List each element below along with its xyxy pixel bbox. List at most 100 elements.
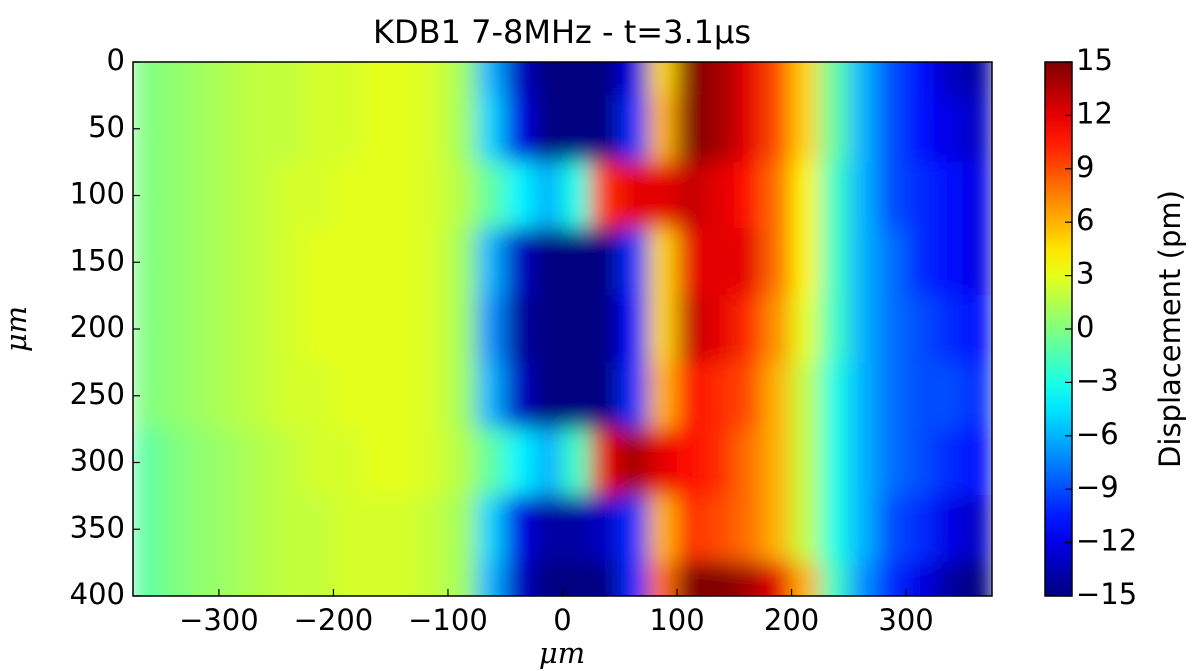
- heatmap-cell: [418, 94, 449, 163]
- heatmap-cell: [590, 228, 621, 297]
- heatmap-cell: [733, 94, 764, 163]
- heatmap-cell: [304, 62, 334, 96]
- heatmap-cell: [733, 361, 764, 430]
- heatmap-cell: [361, 295, 392, 363]
- heatmap-cell: [476, 295, 506, 363]
- heatmap-cell: [962, 495, 992, 564]
- heatmap-cell: [533, 295, 563, 363]
- heatmap-cell: [390, 94, 420, 163]
- heatmap-cell: [304, 295, 334, 363]
- heatmap-cell: [619, 295, 649, 363]
- heatmap-cell: [791, 228, 821, 297]
- heatmap-cell: [962, 228, 992, 297]
- heatmap-cell: [332, 428, 363, 497]
- heatmap-cell: [962, 62, 992, 96]
- heatmap-cell: [762, 228, 793, 297]
- heatmap-cell: [733, 228, 764, 297]
- heatmap-cell: [934, 361, 964, 430]
- heatmap-cell: [819, 495, 850, 564]
- heatmap-cell: [504, 562, 535, 596]
- heatmap-cell: [733, 161, 764, 230]
- heatmap-cell: [791, 62, 821, 96]
- heatmap-cell: [418, 295, 449, 363]
- heatmap-cell: [447, 361, 478, 430]
- heatmap-cells: [133, 62, 992, 596]
- heatmap-cell: [189, 361, 220, 430]
- heatmap-cell: [905, 361, 936, 430]
- heatmap-cell: [676, 562, 707, 596]
- heatmap-cell: [447, 62, 478, 96]
- heatmap-cell: [848, 495, 878, 564]
- heatmap-cell: [848, 361, 878, 430]
- heatmap-cell: [876, 94, 907, 163]
- heatmap-cell: [218, 161, 249, 230]
- heatmap-cell: [876, 428, 907, 497]
- heatmap-cell: [361, 428, 392, 497]
- heatmap-cell: [247, 228, 277, 297]
- heatmap-cell: [676, 495, 707, 564]
- heatmap-cell: [705, 361, 735, 430]
- heatmap-cell: [447, 94, 478, 163]
- heatmap-cell: [762, 94, 793, 163]
- heatmap-cell: [533, 361, 563, 430]
- heatmap-cell: [647, 94, 678, 163]
- heatmap-cell: [304, 228, 334, 297]
- heatmap-cell: [476, 495, 506, 564]
- heatmap-cell: [189, 495, 220, 564]
- heatmap-cell: [247, 295, 277, 363]
- heatmap-cell: [390, 161, 420, 230]
- heatmap-cell: [189, 161, 220, 230]
- heatmap-cell: [447, 495, 478, 564]
- y-tick-label: 250: [70, 377, 125, 411]
- heatmap-cell: [647, 295, 678, 363]
- heatmap-cell: [476, 361, 506, 430]
- heatmap-cell: [361, 228, 392, 297]
- heatmap-cell: [819, 94, 850, 163]
- heatmap-cell: [819, 228, 850, 297]
- heatmap-cell: [161, 161, 191, 230]
- heatmap-cell: [504, 62, 535, 96]
- heatmap-cell: [447, 228, 478, 297]
- heatmap-cell: [962, 428, 992, 497]
- heatmap-cell: [962, 361, 992, 430]
- heatmap-cell: [447, 295, 478, 363]
- heatmap-cell: [619, 62, 649, 96]
- heatmap-cell: [218, 228, 249, 297]
- heatmap-cell: [218, 94, 249, 163]
- heatmap-cell: [876, 228, 907, 297]
- heatmap-cell: [275, 361, 306, 430]
- heatmap-cell: [562, 62, 592, 96]
- x-tick-label: −200: [294, 603, 374, 637]
- colorbar-tick-label: 6: [1076, 203, 1094, 237]
- heatmap-cell: [447, 562, 478, 596]
- heatmap-cell: [848, 428, 878, 497]
- heatmap-cell: [275, 228, 306, 297]
- heatmap-cell: [848, 62, 878, 96]
- heatmap-cell: [332, 94, 363, 163]
- heatmap-cell: [332, 295, 363, 363]
- heatmap-cell: [590, 161, 621, 230]
- heatmap-cell: [905, 495, 936, 564]
- heatmap-cell: [905, 94, 936, 163]
- heatmap-cell: [733, 562, 764, 596]
- x-tick-label: 0: [553, 603, 571, 637]
- heatmap-cell: [189, 228, 220, 297]
- heatmap-cell: [476, 161, 506, 230]
- heatmap-cell: [390, 562, 420, 596]
- heatmap-cell: [133, 562, 163, 596]
- y-tick-label: 350: [70, 510, 125, 544]
- heatmap-cell: [418, 428, 449, 497]
- heatmap-cell: [133, 62, 163, 96]
- colorbar-tick-label: 15: [1076, 43, 1113, 77]
- heatmap-cell: [934, 228, 964, 297]
- x-axis-label: μm: [539, 636, 585, 670]
- y-tick-label: 150: [70, 243, 125, 277]
- colorbar-tick-label: 12: [1076, 96, 1113, 130]
- heatmap-cell: [647, 62, 678, 96]
- heatmap-cell: [562, 94, 592, 163]
- heatmap-cell: [791, 161, 821, 230]
- heatmap-cell: [247, 495, 277, 564]
- heatmap-cell: [676, 228, 707, 297]
